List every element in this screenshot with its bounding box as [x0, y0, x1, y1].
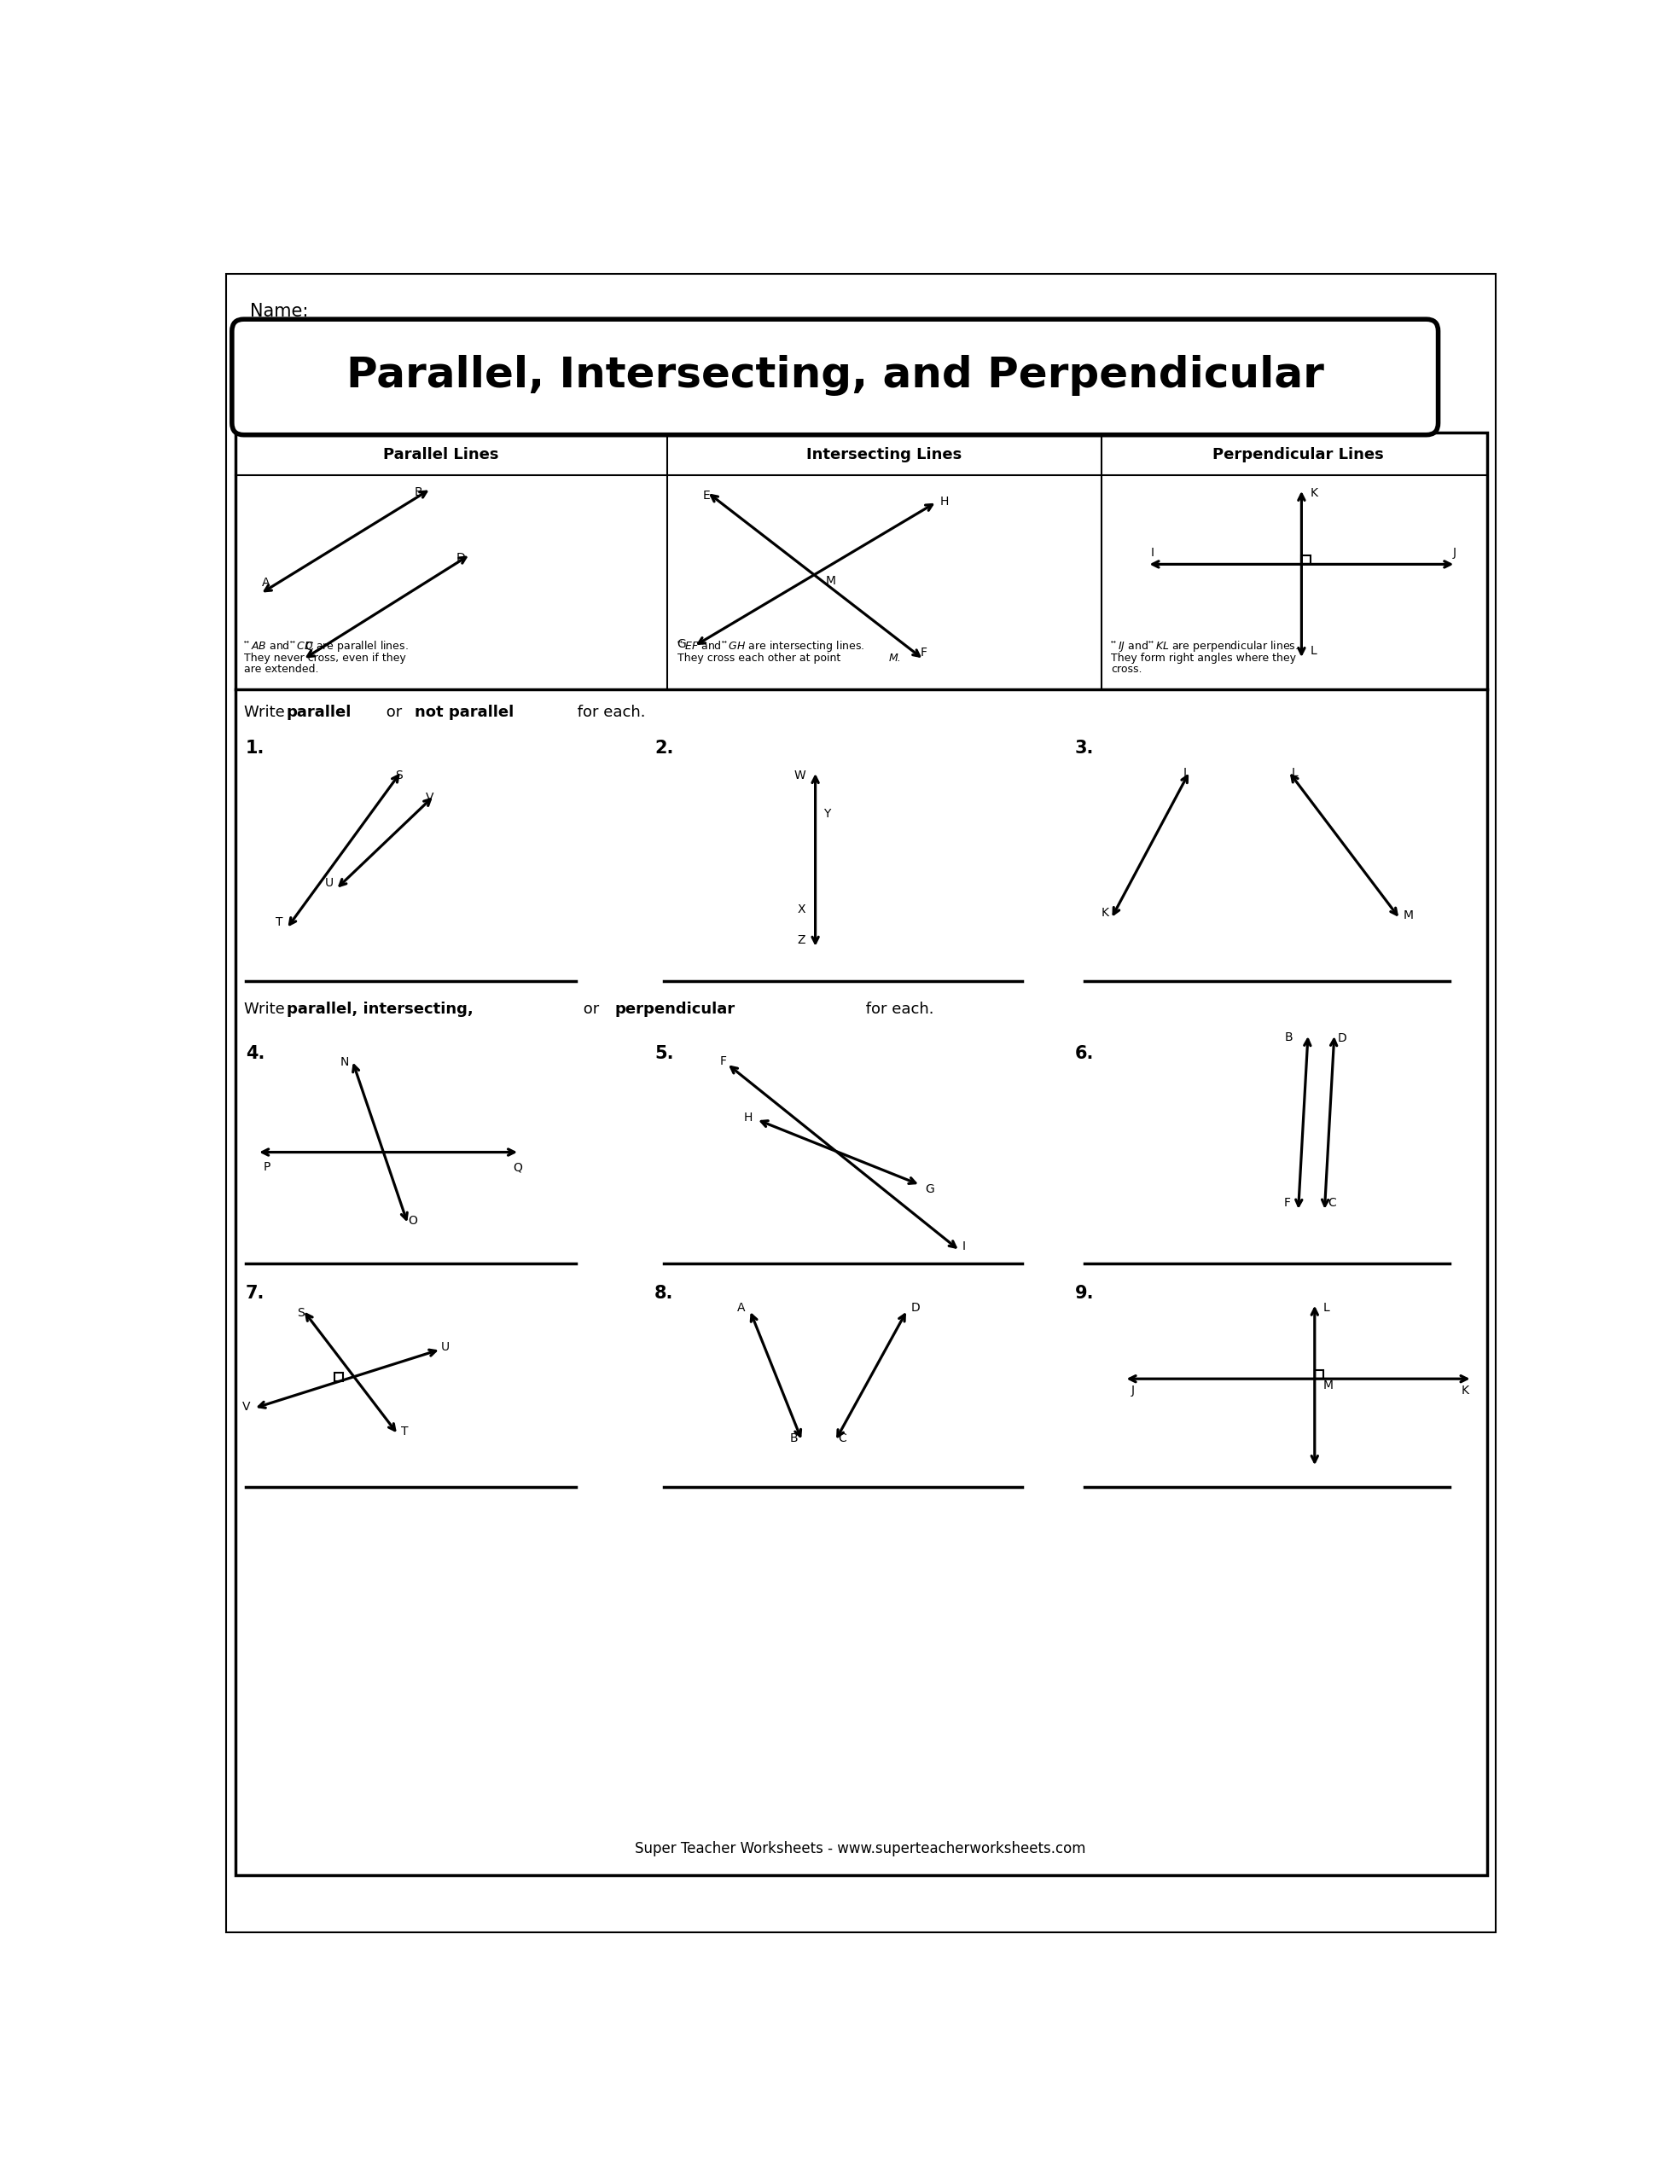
Text: They never cross, even if they: They never cross, even if they [244, 653, 405, 664]
Text: K: K [1102, 906, 1109, 919]
Text: W: W [793, 769, 805, 782]
Text: 2.: 2. [655, 740, 674, 756]
Text: parallel, intersecting,: parallel, intersecting, [287, 1002, 474, 1018]
Text: C: C [304, 640, 312, 653]
Text: K: K [1462, 1385, 1468, 1396]
Text: 8.: 8. [655, 1284, 674, 1302]
Text: 5.: 5. [655, 1046, 674, 1061]
FancyBboxPatch shape [232, 319, 1438, 435]
Text: I: I [1151, 546, 1154, 559]
Text: L: L [1292, 767, 1299, 780]
Text: $\overleftrightarrow{AB}$ and $\overleftrightarrow{CD}$ are parallel lines.: $\overleftrightarrow{AB}$ and $\overleft… [244, 640, 408, 653]
Text: Z: Z [798, 935, 805, 946]
Text: Intersecting Lines: Intersecting Lines [806, 448, 963, 463]
Text: J: J [1453, 546, 1457, 559]
Text: M.: M. [889, 653, 902, 664]
Text: M: M [1324, 1380, 1334, 1391]
Text: V: V [425, 791, 433, 804]
Text: perpendicular: perpendicular [615, 1002, 736, 1018]
Text: S: S [297, 1308, 304, 1319]
Text: G: G [926, 1184, 934, 1195]
Text: B: B [1285, 1031, 1294, 1044]
Text: 7.: 7. [245, 1284, 265, 1302]
Bar [1302, 555, 1310, 563]
Text: D: D [1337, 1033, 1347, 1044]
Text: M: M [825, 574, 835, 587]
Text: They cross each other at point: They cross each other at point [677, 653, 843, 664]
Text: J: J [1131, 1385, 1134, 1396]
Text: T: T [276, 917, 284, 928]
Text: B: B [790, 1433, 798, 1444]
Text: N: N [339, 1057, 349, 1068]
Text: F: F [719, 1055, 727, 1068]
Bar [1315, 1369, 1324, 1378]
Text: A: A [262, 577, 269, 590]
Text: Parallel, Intersecting, and Perpendicular: Parallel, Intersecting, and Perpendicula… [346, 356, 1324, 395]
Text: Q: Q [512, 1162, 522, 1173]
Text: V: V [242, 1400, 250, 1413]
Text: Write: Write [244, 1002, 289, 1018]
Bar [235, 432, 1487, 1874]
Text: L: L [1310, 644, 1317, 657]
Text: C: C [1327, 1197, 1336, 1208]
Text: E: E [702, 489, 711, 502]
Text: 3.: 3. [1075, 740, 1094, 756]
Text: F: F [921, 646, 927, 660]
Text: U: U [440, 1341, 450, 1354]
Text: T: T [402, 1426, 408, 1437]
Text: or: or [381, 705, 407, 721]
Text: $\overleftrightarrow{EF}$ and $\overleftrightarrow{GH}$ are intersecting lines.: $\overleftrightarrow{EF}$ and $\overleft… [677, 640, 865, 653]
Text: L: L [1324, 1302, 1331, 1315]
Text: J: J [1183, 767, 1186, 780]
Text: Name:: Name: [250, 304, 309, 319]
Text: They form right angles where they: They form right angles where they [1110, 653, 1297, 664]
Text: for each.: for each. [862, 1002, 934, 1018]
Text: cross.: cross. [1110, 664, 1142, 675]
Text: parallel: parallel [287, 705, 351, 721]
Text: Super Teacher Worksheets - www.superteacherworksheets.com: Super Teacher Worksheets - www.superteac… [635, 1841, 1087, 1856]
Text: B: B [415, 487, 423, 498]
Text: Perpendicular Lines: Perpendicular Lines [1213, 448, 1384, 463]
Text: U: U [326, 878, 334, 889]
Text: 4.: 4. [245, 1046, 265, 1061]
Text: X: X [798, 904, 805, 915]
Text: 1.: 1. [245, 740, 265, 756]
Text: D: D [911, 1302, 919, 1315]
Bar [334, 1372, 343, 1380]
Text: for each.: for each. [573, 705, 645, 721]
Text: M: M [1403, 911, 1413, 922]
Text: Write: Write [244, 705, 289, 721]
Text: I: I [963, 1241, 966, 1251]
Text: $\overleftrightarrow{IJ}$ and $\overleftrightarrow{KL}$ are perpendicular lines.: $\overleftrightarrow{IJ}$ and $\overleft… [1110, 640, 1299, 653]
Text: Y: Y [823, 808, 830, 819]
Text: D: D [455, 553, 465, 563]
Text: H: H [744, 1112, 753, 1123]
Text: S: S [395, 769, 402, 782]
Text: C: C [838, 1433, 847, 1444]
Text: P: P [264, 1162, 270, 1173]
Text: O: O [408, 1214, 417, 1227]
Text: are extended.: are extended. [244, 664, 319, 675]
Text: F: F [1284, 1197, 1290, 1208]
Text: 9.: 9. [1075, 1284, 1094, 1302]
Text: H: H [941, 496, 949, 509]
Text: 6.: 6. [1075, 1046, 1094, 1061]
Text: K: K [1310, 487, 1317, 500]
Text: or: or [580, 1002, 605, 1018]
Text: not parallel: not parallel [415, 705, 514, 721]
Text: A: A [738, 1302, 744, 1315]
Text: G: G [677, 638, 685, 651]
Text: Parallel Lines: Parallel Lines [383, 448, 499, 463]
